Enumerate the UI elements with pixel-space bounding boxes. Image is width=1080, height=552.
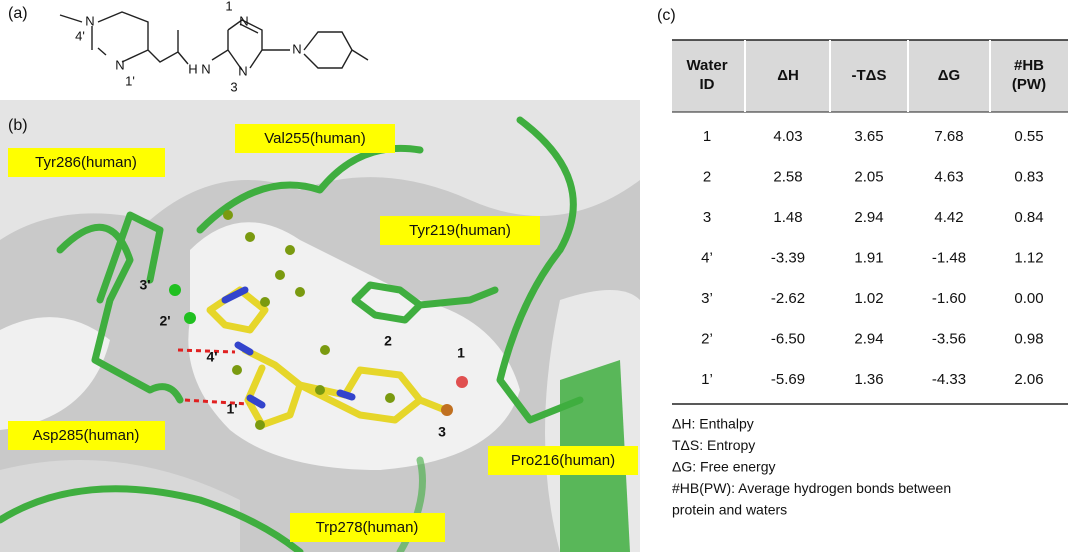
table-cell: 0.00 (1014, 290, 1043, 307)
table-cell: 2.58 (773, 168, 802, 185)
atom-label: N (85, 13, 94, 28)
water-label: 1' (226, 401, 237, 417)
residue-label: Trp278(human) (290, 513, 445, 542)
table-cell: 2.06 (1014, 371, 1043, 388)
residue-label: Tyr219(human) (380, 216, 540, 245)
note: ΔG: Free energy (672, 459, 776, 475)
table-cell: 4’ (701, 249, 713, 266)
atom-label: 3 (230, 79, 237, 94)
water-label: 2' (159, 313, 170, 329)
residue-label: Pro216(human) (488, 446, 638, 475)
atom-label: N (115, 57, 124, 72)
table-cell: 1.91 (854, 249, 883, 266)
residue-text: Tyr219(human) (409, 222, 511, 239)
water-label: 1 (457, 345, 465, 361)
table-cell: 4.63 (934, 168, 963, 185)
table-cell: 7.68 (934, 128, 963, 145)
table-cell: 3.65 (854, 128, 883, 145)
note: #HB(PW): Average hydrogen bonds between (672, 480, 951, 496)
table-cell: 0.98 (1014, 330, 1043, 347)
residue-label: Val255(human) (235, 124, 395, 153)
panel-label: (a) (8, 5, 28, 22)
atom-label: N (201, 61, 210, 76)
note: TΔS: Entropy (672, 437, 755, 453)
residue-text: Val255(human) (264, 130, 365, 147)
table-cell: 2.94 (854, 209, 883, 226)
table-header-cell: #HB (PW) (1012, 57, 1046, 93)
molecular-render: Val255(human) Tyr286(human) Tyr219(human… (0, 100, 640, 552)
table-cell: 0.84 (1014, 209, 1043, 226)
table-cell: -6.50 (771, 330, 805, 347)
atom-label: 1' (125, 73, 135, 88)
table-cell: -3.56 (932, 330, 966, 347)
panel-label: (b) (8, 117, 28, 134)
residue-text: Asp285(human) (33, 427, 140, 444)
table-cell: 2’ (701, 330, 713, 347)
table-header-cell: Water ID (686, 57, 727, 93)
water-label: 4' (206, 349, 217, 365)
panel-label: (c) (657, 7, 676, 24)
table-cell: -1.48 (932, 249, 966, 266)
table-cell: -2.62 (771, 290, 805, 307)
table-header-cell: -TΔS (852, 67, 887, 84)
atom-label: 4' (75, 28, 85, 43)
atom-label: N (292, 41, 301, 56)
table-cell: 2 (703, 168, 711, 185)
table: Water ID ΔH -TΔS ΔG #HB (PW) 1 4.03 3.65 7.68 0.55 2… (672, 39, 1068, 405)
residue-text: Pro216(human) (511, 452, 615, 469)
atom-label: N (238, 63, 247, 78)
residue-label: Tyr286(human) (8, 148, 165, 177)
atom-label: N (239, 13, 248, 28)
table-cell: 1’ (701, 371, 713, 388)
table-cell: 0.83 (1014, 168, 1043, 185)
atom-label: 1 (225, 0, 232, 13)
water-label: 3' (139, 277, 150, 293)
table-header-cell: ΔG (938, 67, 960, 84)
table-cell: -1.60 (932, 290, 966, 307)
note: protein and waters (672, 502, 787, 518)
table-cell: 1.36 (854, 371, 883, 388)
table-cell: 2.05 (854, 168, 883, 185)
residue-text: Tyr286(human) (35, 154, 137, 171)
table-cell: -5.69 (771, 371, 805, 388)
table-cell: 0.55 (1014, 128, 1043, 145)
table-header-cell: ΔH (777, 67, 799, 84)
residue-label: Asp285(human) (8, 421, 165, 450)
water-label: 2 (384, 333, 392, 349)
table-cell: 1.12 (1014, 249, 1043, 266)
table-cell: 4.42 (934, 209, 963, 226)
table-cell: 1.02 (854, 290, 883, 307)
chemical-structure: N 4' N 1' H N 1 N N 3 N (59, 0, 369, 94)
note: ΔH: Enthalpy (672, 416, 754, 432)
table-cell: 3 (703, 209, 711, 226)
table-cell: 4.03 (773, 128, 802, 145)
table-cell: -4.33 (932, 371, 966, 388)
table-cell: 3’ (701, 290, 713, 307)
table-cell: 1 (703, 128, 711, 145)
atom-label: H (188, 61, 197, 76)
table-cell: -3.39 (771, 249, 805, 266)
table-cell: 2.94 (854, 330, 883, 347)
table-header-bg (672, 40, 1068, 112)
water-label: 3 (438, 424, 446, 440)
table-cell: 1.48 (773, 209, 802, 226)
residue-text: Trp278(human) (316, 519, 419, 536)
